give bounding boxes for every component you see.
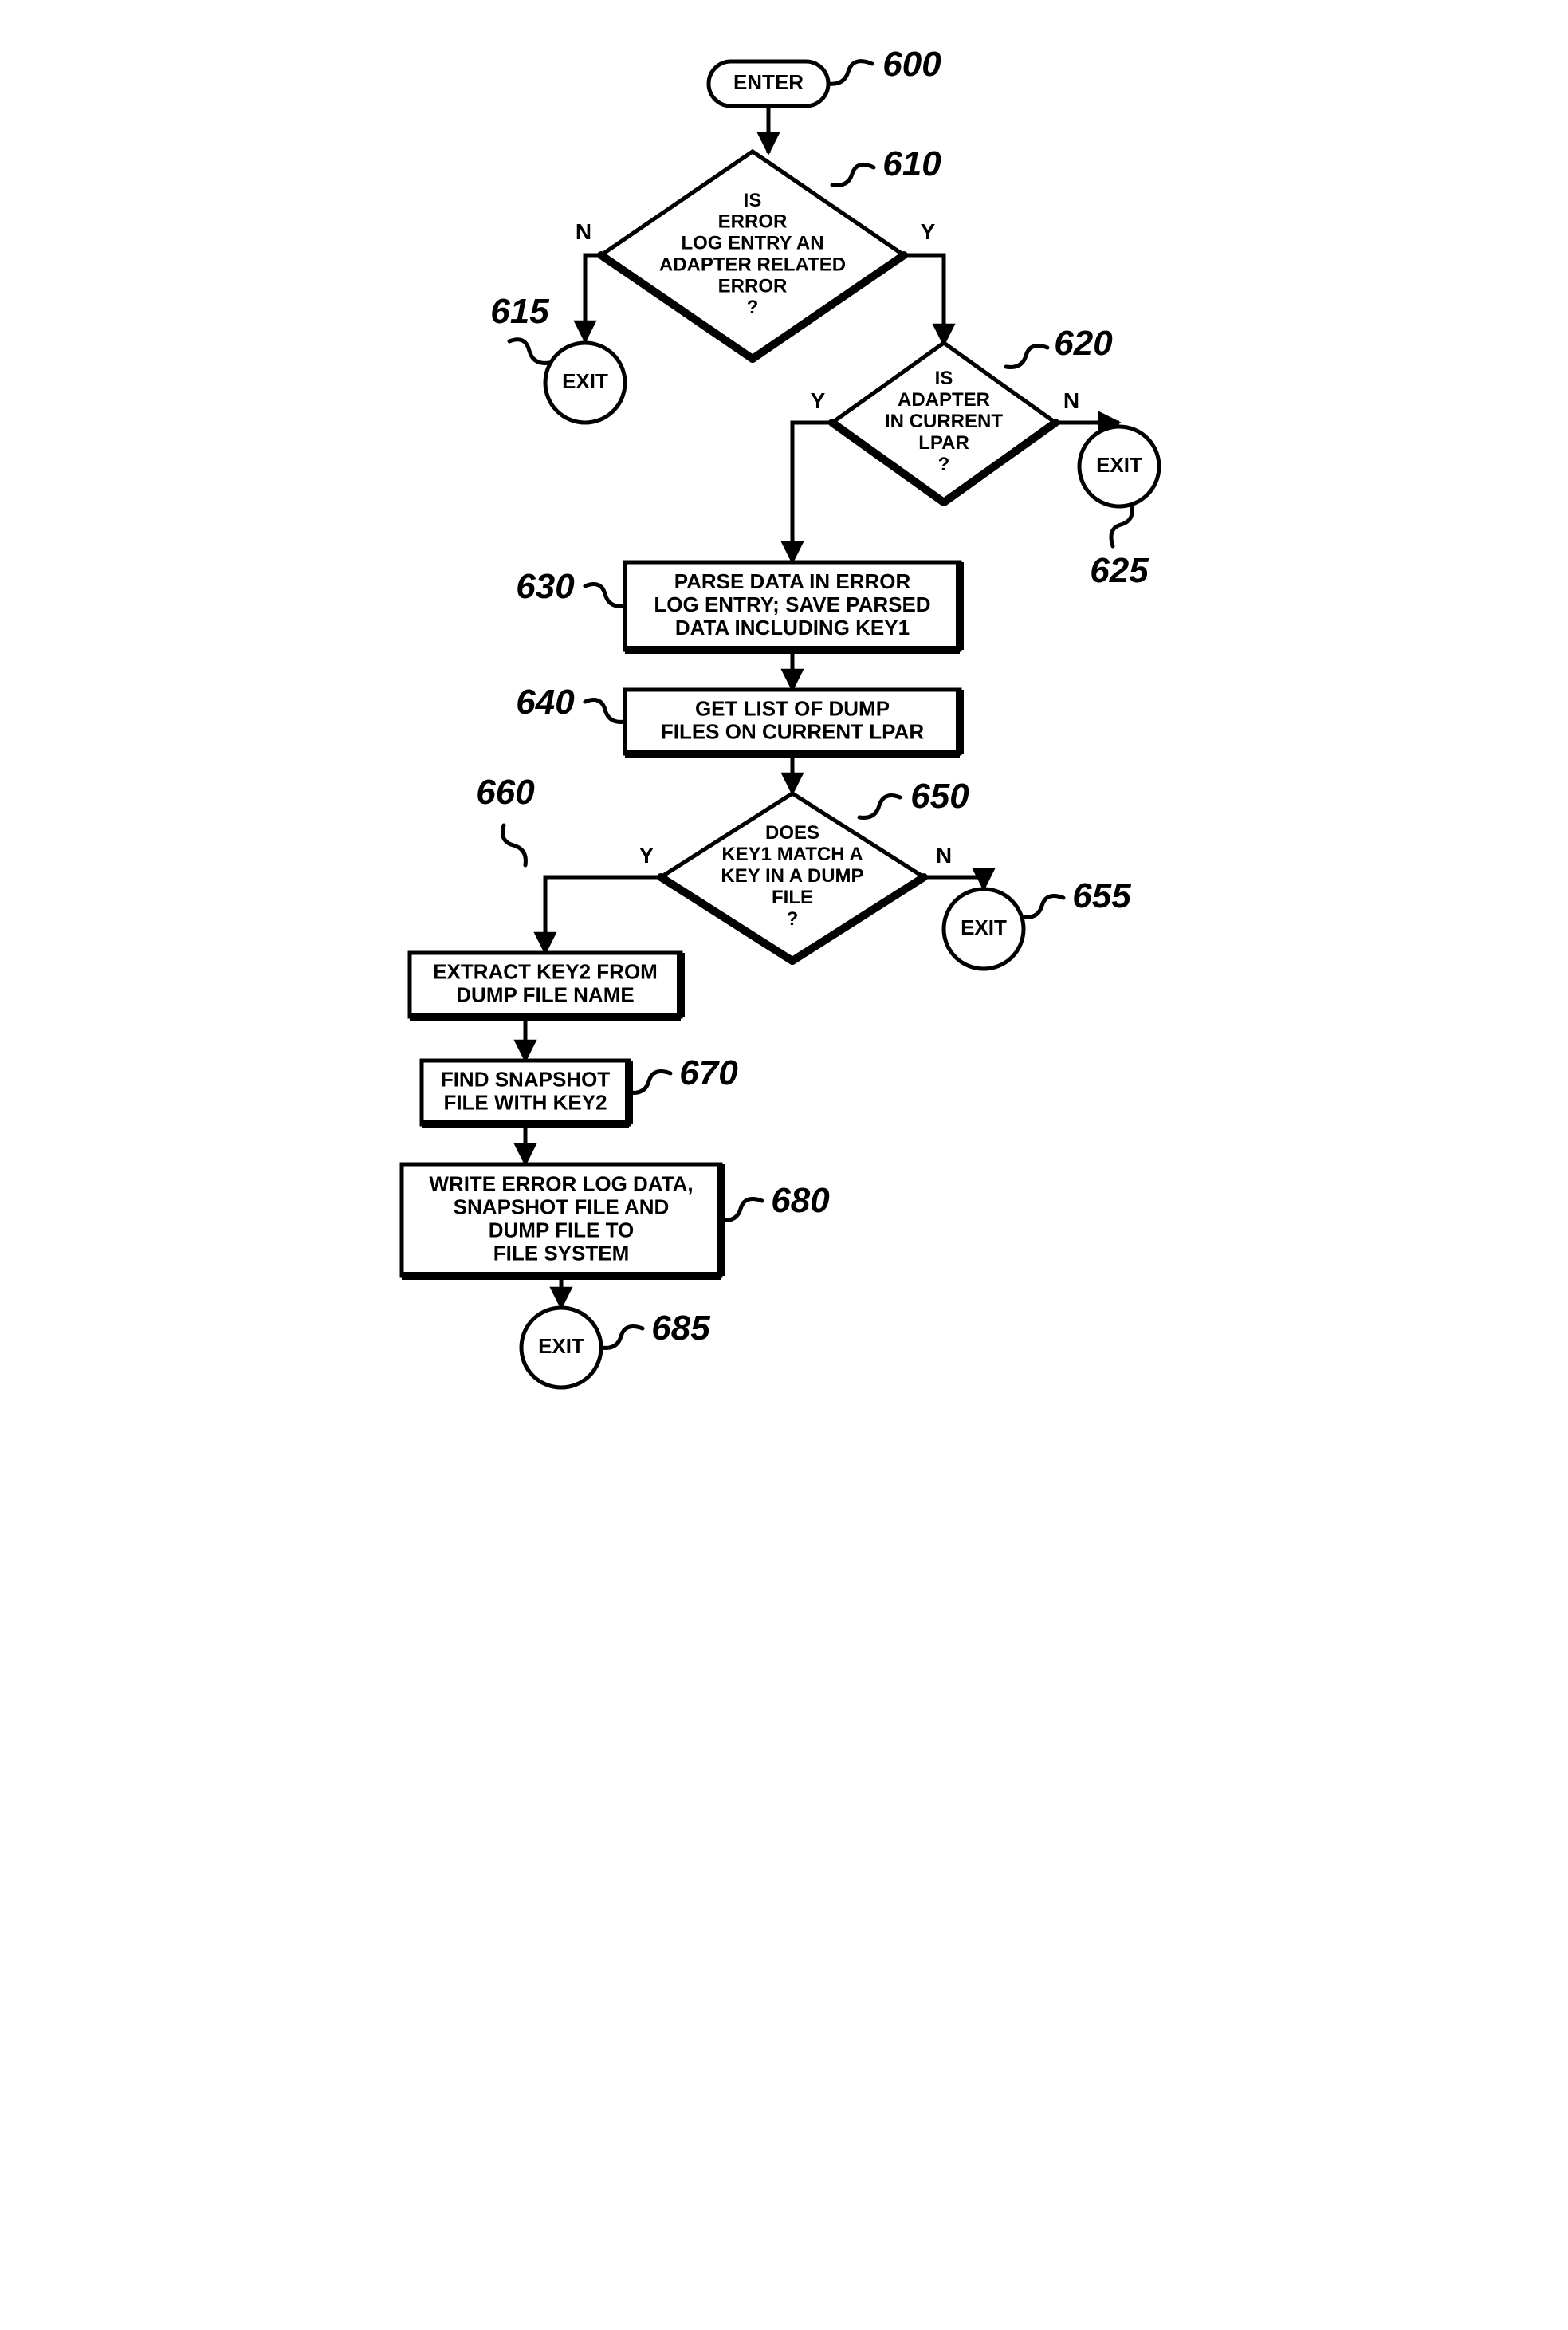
- node-n625: EXIT: [1079, 427, 1159, 506]
- node-n640: GET LIST OF DUMPFILES ON CURRENT LPAR: [625, 690, 960, 754]
- node-n610: ISERRORLOG ENTRY ANADAPTER RELATEDERROR?: [601, 152, 904, 359]
- ref-label-680: 680: [771, 1181, 830, 1220]
- ref-label-600: 600: [882, 45, 941, 84]
- edge-label: Y: [639, 843, 654, 868]
- node-n655: EXIT: [944, 889, 1024, 969]
- ref-label-630: 630: [516, 567, 575, 606]
- node-n615: EXIT: [545, 343, 625, 423]
- ref-connector: [859, 796, 900, 818]
- edge-label: Y: [920, 219, 935, 244]
- ref-label-615: 615: [490, 292, 549, 331]
- ref-connector: [828, 61, 872, 85]
- ref-label-660: 660: [476, 773, 535, 812]
- edge: [792, 423, 834, 562]
- svg-text:PARSE DATA IN ERRORLOG ENTRY;: PARSE DATA IN ERRORLOG ENTRY; SAVE PARSE…: [654, 569, 930, 640]
- ref-connector: [1110, 505, 1131, 546]
- svg-text:EXTRACT KEY2 FROMDUMP FILE NAM: EXTRACT KEY2 FROMDUMP FILE NAME: [433, 959, 658, 1006]
- edge: [585, 255, 603, 341]
- edge: [922, 877, 984, 889]
- ref-connector: [502, 825, 525, 865]
- node-n630: PARSE DATA IN ERRORLOG ENTRY; SAVE PARSE…: [625, 562, 960, 650]
- node-n670: FIND SNAPSHOTFILE WITH KEY2: [422, 1061, 629, 1124]
- svg-text:EXIT: EXIT: [538, 1334, 584, 1358]
- node-n680: WRITE ERROR LOG DATA,SNAPSHOT FILE ANDDU…: [402, 1164, 721, 1276]
- ref-connector: [601, 1327, 643, 1348]
- ref-connector: [832, 164, 874, 185]
- ref-connector: [629, 1072, 670, 1093]
- edge-label: N: [575, 219, 591, 244]
- ref-label-610: 610: [882, 144, 941, 183]
- ref-connector: [585, 700, 625, 722]
- edge-label: Y: [810, 388, 825, 413]
- ref-label-620: 620: [1054, 324, 1113, 363]
- ref-label-685: 685: [651, 1309, 710, 1348]
- ref-connector: [1022, 896, 1063, 918]
- ref-label-670: 670: [679, 1053, 738, 1092]
- svg-text:ENTER: ENTER: [733, 70, 803, 94]
- ref-label-625: 625: [1090, 551, 1149, 590]
- ref-connector: [509, 340, 549, 364]
- svg-text:EXIT: EXIT: [562, 369, 608, 393]
- svg-text:GET LIST OF DUMPFILES ON CURRE: GET LIST OF DUMPFILES ON CURRENT LPAR: [660, 696, 924, 743]
- node-n620: ISADAPTERIN CURRENTLPAR?: [832, 343, 1055, 502]
- edge: [545, 877, 662, 953]
- svg-text:EXIT: EXIT: [961, 915, 1007, 939]
- svg-text:FIND SNAPSHOTFILE WITH KEY2: FIND SNAPSHOTFILE WITH KEY2: [440, 1067, 609, 1114]
- flowchart-diagram: N Y N Y N Y ENTER ISERRORLOG ENTRY ANADAPTER RE…: [386, 32, 1183, 1403]
- edge: [904, 255, 944, 344]
- svg-text:EXIT: EXIT: [1096, 453, 1142, 477]
- ref-label-655: 655: [1072, 876, 1131, 915]
- ref-label-640: 640: [516, 683, 575, 722]
- edge-label: N: [935, 843, 951, 868]
- ref-label-650: 650: [910, 777, 969, 816]
- ref-connector: [721, 1199, 762, 1221]
- ref-connector: [1006, 346, 1047, 368]
- node-n685: EXIT: [521, 1308, 601, 1387]
- edge-label: N: [1063, 388, 1079, 413]
- node-n660: EXTRACT KEY2 FROMDUMP FILE NAME: [410, 953, 681, 1017]
- ref-connector: [585, 584, 625, 607]
- node-n650: DOESKEY1 MATCH AKEY IN A DUMPFILE?: [661, 793, 924, 961]
- node-n600: ENTER: [709, 61, 828, 106]
